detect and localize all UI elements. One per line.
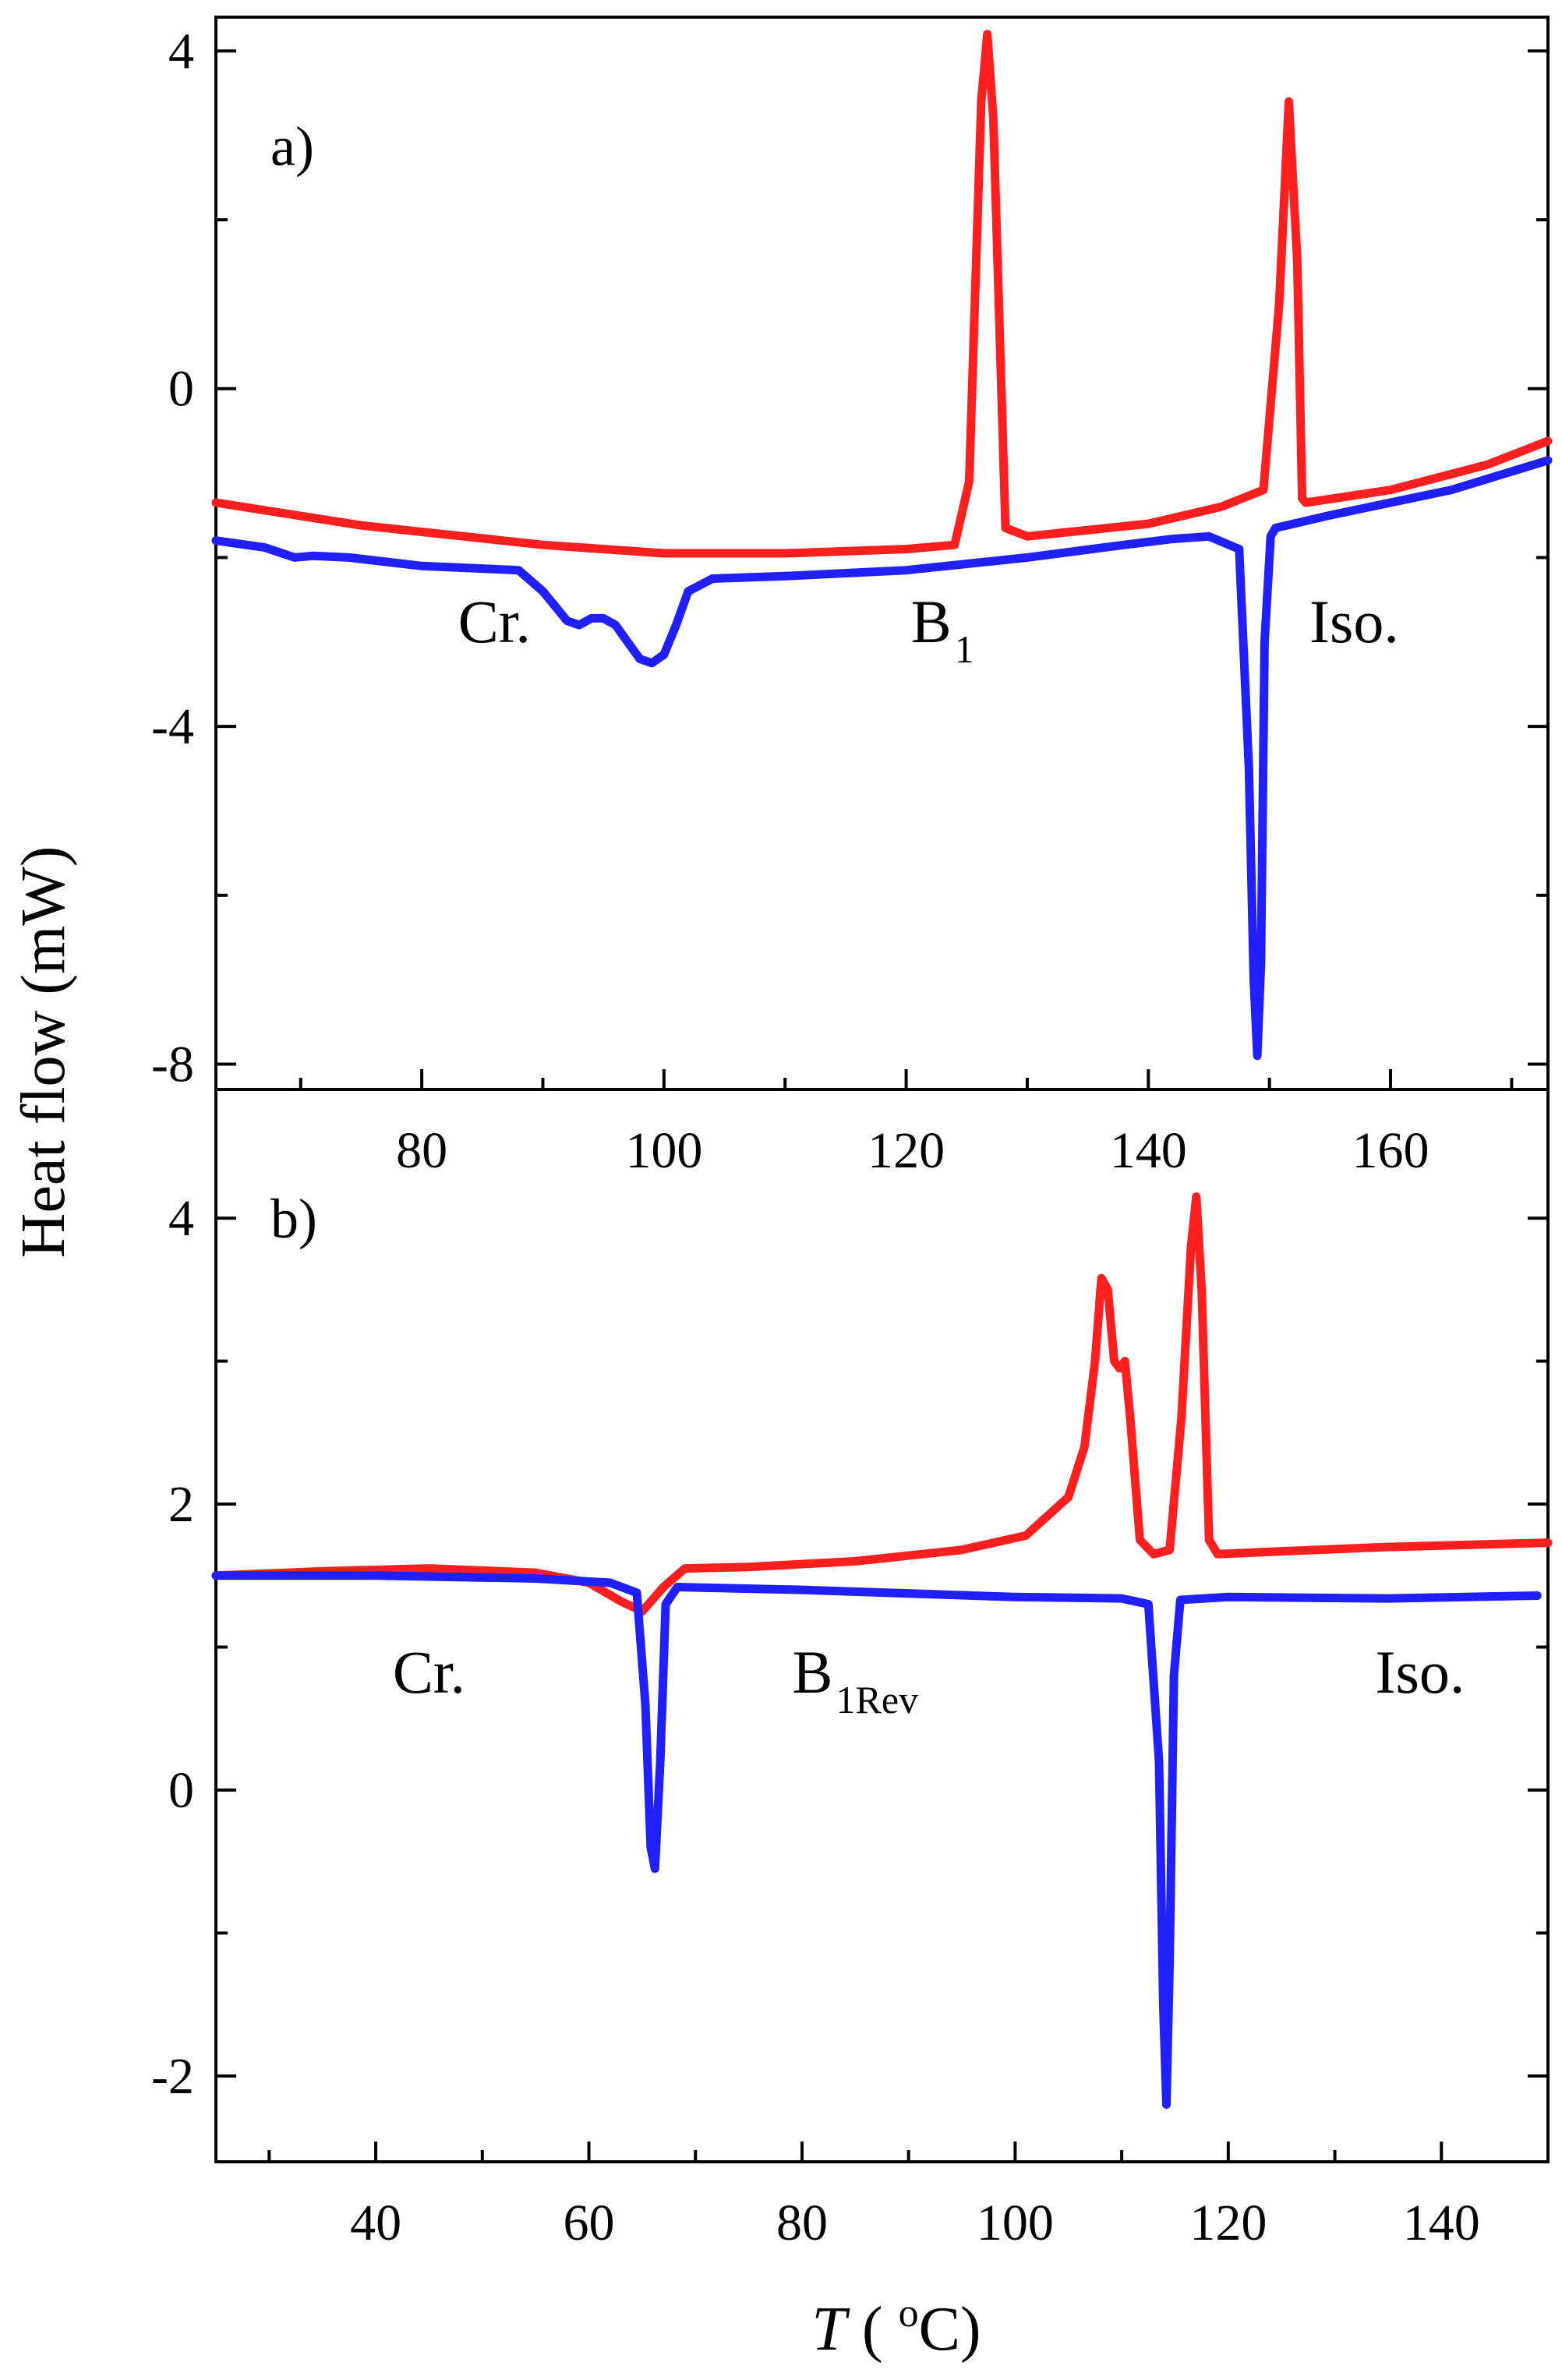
y-tick-label-b: 2 — [168, 1476, 194, 1533]
panel-label-a: a) — [270, 115, 314, 178]
y-tick-label-b: 0 — [168, 1762, 194, 1819]
x-axis-unit: C) — [919, 2295, 981, 2364]
phase-label-b: B1Rev — [793, 1638, 919, 1721]
y-tick-label-a: -4 — [151, 698, 194, 755]
heating-curve-b — [211, 1192, 1553, 1616]
y-axis-title: Heat flow (mW) — [9, 846, 78, 1259]
x-tick-label-b: 140 — [1403, 2195, 1480, 2251]
x-tick-label-b: 60 — [564, 2195, 615, 2251]
x-tick-label-b: 80 — [776, 2195, 828, 2251]
phase-label-a: Cr. — [458, 588, 531, 655]
x-tick-label-b: 40 — [350, 2195, 401, 2251]
x-tick-label-b: 100 — [977, 2195, 1054, 2251]
phase-label-b: Cr. — [393, 1638, 465, 1706]
x-tick-label-a: 100 — [625, 1122, 702, 1179]
x-axis-open: ( — [846, 2295, 899, 2364]
y-tick-label-b: -2 — [151, 2048, 194, 2105]
x-tick-label-b: 120 — [1189, 2195, 1267, 2251]
phase-label-a: Iso. — [1309, 588, 1399, 655]
x-axis-degree: o — [899, 2291, 919, 2336]
panel-b: 40 60 80 100 120 140 -2 0 2 4 b) Cr. B1Rev Iso. — [151, 1088, 1553, 2251]
heating-curve-a — [211, 30, 1553, 558]
plot-frame-b — [214, 1088, 1550, 2163]
x-axis-variable: T — [811, 2295, 850, 2364]
y-tick-label-a: 0 — [168, 361, 194, 418]
panel-a: 80 100 120 140 160 -8 -4 0 4 a) Cr. B1 Iso. — [151, 16, 1553, 1179]
phase-label-a: B1 — [911, 588, 974, 671]
cooling-curve-b — [211, 1571, 1542, 2110]
x-tick-label-a: 140 — [1110, 1122, 1187, 1179]
x-tick-label-a: 80 — [396, 1122, 447, 1179]
cooling-curve-a — [211, 456, 1553, 1061]
y-tick-label-a: -8 — [151, 1036, 194, 1093]
y-tick-label-a: 4 — [168, 23, 194, 79]
x-tick-label-a: 160 — [1352, 1122, 1429, 1179]
y-tick-label-b: 4 — [168, 1190, 194, 1247]
phase-label-b: Iso. — [1376, 1638, 1465, 1706]
x-tick-label-a: 120 — [868, 1122, 945, 1179]
x-axis-title: T ( oC) — [811, 2291, 981, 2364]
panel-label-b: b) — [270, 1188, 317, 1250]
